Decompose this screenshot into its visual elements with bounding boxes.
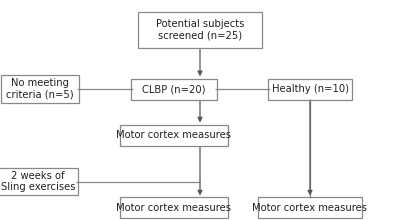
FancyBboxPatch shape bbox=[0, 168, 78, 195]
FancyBboxPatch shape bbox=[131, 79, 217, 99]
FancyBboxPatch shape bbox=[258, 198, 362, 218]
Text: 2 weeks of
Sling exercises: 2 weeks of Sling exercises bbox=[1, 171, 75, 192]
FancyBboxPatch shape bbox=[120, 125, 228, 146]
FancyBboxPatch shape bbox=[120, 198, 228, 218]
FancyBboxPatch shape bbox=[268, 79, 352, 99]
Text: Motor cortex measures: Motor cortex measures bbox=[252, 203, 368, 213]
Text: Potential subjects
screened (n=25): Potential subjects screened (n=25) bbox=[156, 19, 244, 40]
Text: Motor cortex measures: Motor cortex measures bbox=[116, 130, 232, 140]
Text: No meeting
criteria (n=5): No meeting criteria (n=5) bbox=[6, 78, 74, 100]
Text: Motor cortex measures: Motor cortex measures bbox=[116, 203, 232, 213]
FancyBboxPatch shape bbox=[138, 11, 262, 48]
FancyBboxPatch shape bbox=[1, 75, 79, 103]
Text: CLBP (n=20): CLBP (n=20) bbox=[142, 84, 206, 94]
Text: Healthy (n=10): Healthy (n=10) bbox=[272, 84, 348, 94]
